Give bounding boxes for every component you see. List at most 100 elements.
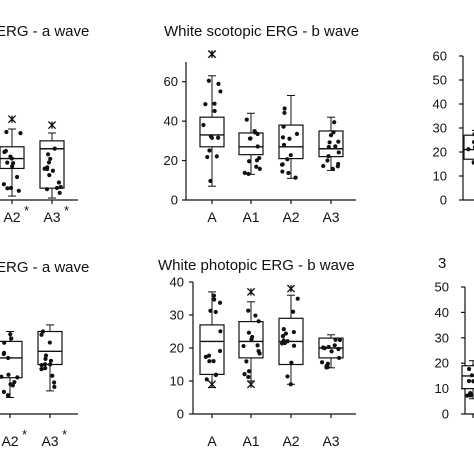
data-point xyxy=(246,159,252,164)
y-tick-label: 0 xyxy=(440,193,447,208)
data-point xyxy=(211,293,217,298)
chart-panel: 0 10 20 30 40 50 60 xyxy=(433,49,474,208)
x-category-label: A xyxy=(207,209,217,225)
data-point xyxy=(203,102,208,107)
data-point xyxy=(246,330,252,335)
outlier-marker xyxy=(47,121,57,130)
y-tick-label: 40 xyxy=(170,275,184,290)
data-point xyxy=(319,360,325,365)
data-point xyxy=(328,133,334,138)
data-point xyxy=(217,300,223,305)
data-point xyxy=(8,332,13,337)
data-point xyxy=(281,124,286,129)
data-point xyxy=(9,336,14,341)
data-point xyxy=(471,139,474,145)
data-point xyxy=(283,331,288,336)
data-point xyxy=(469,392,474,397)
data-point xyxy=(471,160,474,165)
data-point xyxy=(218,329,223,334)
data-point xyxy=(326,344,331,350)
data-point xyxy=(336,150,341,155)
data-point xyxy=(1,182,7,187)
data-point xyxy=(287,136,292,141)
data-point xyxy=(285,374,290,379)
x-category-label: A3 xyxy=(43,209,60,225)
data-point xyxy=(208,308,213,313)
outlier-marker xyxy=(7,115,17,124)
data-point xyxy=(466,378,472,384)
y-tick-label: 60 xyxy=(164,74,178,89)
data-point xyxy=(10,161,16,166)
y-tick-label: 10 xyxy=(170,374,184,389)
data-point xyxy=(212,297,217,302)
data-point xyxy=(47,173,52,178)
data-point xyxy=(5,186,10,191)
data-point xyxy=(6,372,11,377)
data-point xyxy=(45,152,51,157)
data-point xyxy=(205,154,210,160)
data-point xyxy=(47,340,52,345)
data-point xyxy=(329,349,334,354)
data-point xyxy=(252,129,257,134)
data-point xyxy=(255,343,260,348)
data-point xyxy=(281,326,286,332)
data-point xyxy=(280,169,285,174)
chart-panel: 0 10 20 30 40 A A1 A2 A3 xyxy=(170,275,356,449)
data-point xyxy=(249,337,254,342)
y-tick-label: 30 xyxy=(435,330,449,345)
data-point xyxy=(471,379,474,384)
y-tick-label: 0 xyxy=(442,407,449,422)
data-point xyxy=(206,78,211,83)
data-point xyxy=(43,356,48,362)
data-point xyxy=(281,142,287,148)
data-point xyxy=(212,108,217,114)
data-point xyxy=(295,296,300,301)
outlier-marker xyxy=(246,380,256,389)
y-tick-label: 20 xyxy=(435,356,449,371)
box-iqr xyxy=(0,340,23,379)
data-point xyxy=(327,140,332,145)
data-point xyxy=(246,171,251,177)
x-category-label: A3 xyxy=(322,433,339,449)
data-point xyxy=(337,337,343,343)
x-category-label: A1 xyxy=(242,209,259,225)
data-point xyxy=(48,358,54,363)
data-point xyxy=(1,389,7,394)
y-tick-label: 30 xyxy=(433,121,447,136)
data-point xyxy=(48,362,53,367)
data-point xyxy=(9,156,14,161)
data-point xyxy=(207,148,212,153)
data-point xyxy=(201,122,206,128)
data-point xyxy=(326,154,331,159)
significance-marker: * xyxy=(64,203,69,218)
data-point xyxy=(241,343,246,349)
data-point xyxy=(46,160,52,165)
data-point xyxy=(332,343,337,348)
significance-marker: * xyxy=(62,427,67,442)
data-point xyxy=(213,372,218,378)
data-point xyxy=(42,362,48,367)
y-tick-label: 20 xyxy=(433,145,447,160)
data-point xyxy=(333,337,338,342)
data-point xyxy=(48,156,53,161)
y-tick-label: 10 xyxy=(433,169,447,184)
data-point xyxy=(212,101,217,106)
box-iqr xyxy=(463,134,474,160)
data-point xyxy=(288,382,293,387)
panel-title: White scotopic ERG - b wave xyxy=(164,23,359,40)
data-point xyxy=(57,190,62,195)
box-iqr xyxy=(461,365,474,390)
x-category-label: A2 xyxy=(282,209,299,225)
data-point xyxy=(244,117,249,122)
data-point xyxy=(1,350,7,355)
data-point xyxy=(326,144,331,150)
data-point xyxy=(282,110,287,115)
data-point xyxy=(246,374,251,380)
data-point xyxy=(246,308,251,313)
data-point xyxy=(254,164,259,169)
chart-panel: A2 * A3 * xyxy=(0,115,78,225)
data-point xyxy=(294,131,300,136)
data-point xyxy=(255,131,260,137)
data-point xyxy=(50,168,56,173)
